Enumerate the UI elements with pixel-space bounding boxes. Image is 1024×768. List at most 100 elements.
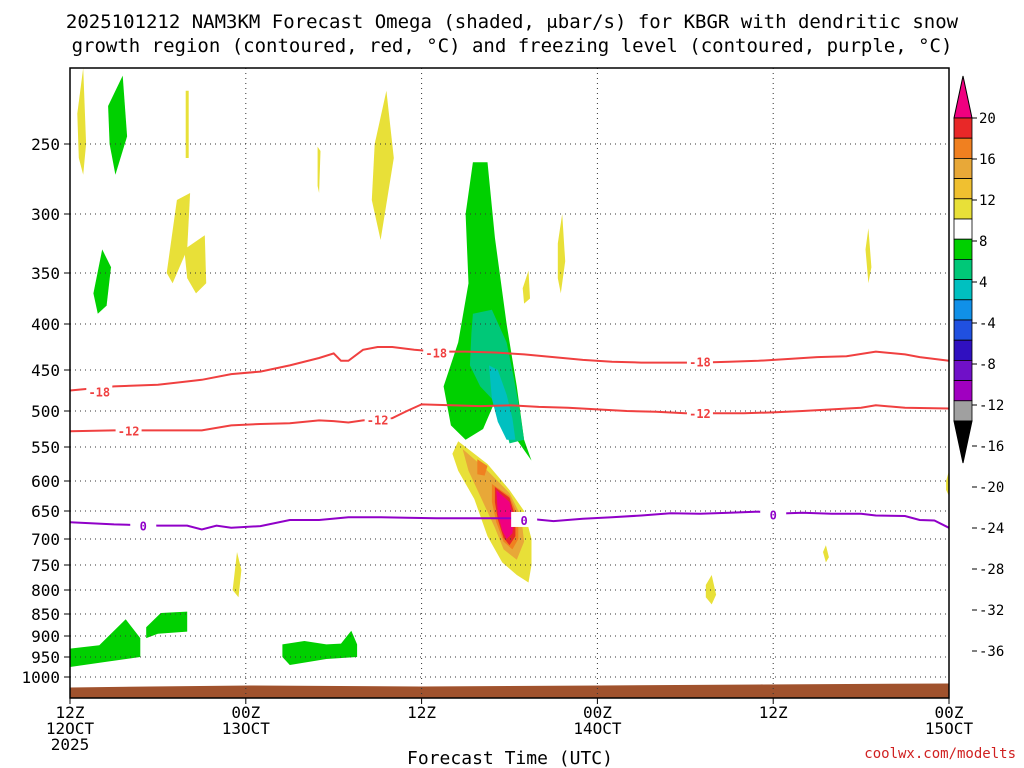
x-tick-label: 00Z	[935, 703, 964, 722]
omega-region-11	[93, 249, 111, 314]
contour-label-bg	[686, 353, 713, 369]
colorbar-label: -8	[979, 357, 996, 373]
colorbar-box	[953, 198, 973, 220]
colorbar-label: 20	[979, 111, 996, 127]
omega-region-23	[557, 214, 566, 294]
colorbar-box	[953, 117, 973, 139]
colorbar-label: 8	[979, 234, 987, 250]
omega-region-26	[823, 545, 829, 563]
colorbar-label: -16	[979, 439, 1004, 455]
colorbar-label: -28	[979, 562, 1004, 578]
colorbar-box	[953, 359, 973, 381]
colorbar-box	[953, 178, 973, 200]
colorbar-box	[953, 157, 973, 179]
x-tick-label: 14OCT	[573, 719, 622, 738]
y-tick-label: 550	[31, 438, 60, 457]
contour-label-bg	[115, 422, 142, 438]
y-tick-label: 800	[31, 581, 60, 600]
colorbar: 20 16 12 8 4 -4 -8 -12 -16 -20 -24 -28 -32 -36	[953, 75, 1004, 660]
y-tick-label: 450	[31, 361, 60, 380]
colorbar-label: 12	[979, 193, 996, 209]
colorbar-label: -32	[979, 603, 1004, 619]
x-tick-label: 12OCT	[46, 719, 95, 738]
y-tick-label: 350	[31, 264, 60, 283]
contour-label: -12	[367, 414, 389, 428]
contour-label: -12	[118, 424, 140, 438]
omega-region-27	[865, 228, 872, 284]
contour-label-bg	[760, 506, 787, 522]
omega-region-21	[371, 90, 394, 240]
colorbar-label: -20	[979, 480, 1004, 496]
x-tick-label: 15OCT	[925, 719, 974, 738]
colorbar-box	[953, 258, 973, 280]
omega-region-17	[166, 193, 191, 284]
x-tick-label: 12Z	[407, 703, 436, 722]
omega-region-19	[185, 90, 189, 158]
contour-label-bg	[86, 383, 113, 399]
x-axis-label: Forecast Time (UTC)	[407, 748, 613, 768]
omega-region-10	[108, 75, 128, 175]
chart-title: 2025101212 NAM3KM Forecast Omega (shaded…	[66, 11, 959, 33]
colorbar-bottom-triangle	[953, 420, 973, 464]
contour-label-bg	[364, 411, 391, 427]
colorbar-label: -24	[979, 521, 1004, 537]
contour-label: -18	[88, 385, 110, 399]
y-tick-label: 500	[31, 402, 60, 421]
contour-label: 0	[140, 520, 147, 534]
x-tick-label: 00Z	[583, 703, 612, 722]
watermark: coolwx.com/modelts	[864, 746, 1016, 762]
colorbar-label: -12	[979, 398, 1004, 414]
terrain-fill	[70, 683, 949, 698]
y-tick-label: 750	[31, 556, 60, 575]
x-tick-label: 2025	[51, 735, 90, 754]
colorbar-box	[953, 380, 973, 402]
y-tick-label: 300	[31, 205, 60, 224]
contour-label-bg	[130, 517, 157, 533]
terrain-layer	[70, 683, 949, 698]
contour-line-2	[69, 510, 950, 531]
contour-label-bg	[686, 405, 713, 421]
omega-region-20	[317, 146, 321, 193]
colorbar-top-triangle	[953, 75, 973, 119]
y-tick-label: 1000	[21, 668, 60, 687]
y-tick-label: 600	[31, 472, 60, 491]
contour-label-bg	[511, 511, 538, 527]
chart-subtitle: growth region (contoured, red, °C) and f…	[72, 35, 953, 57]
colorbar-box	[953, 279, 973, 301]
omega-region-15	[282, 630, 358, 665]
contour-layer: -18 -18 -18 -12 -12 -12 0 0 0	[69, 344, 950, 534]
contour-label-bg	[423, 344, 450, 360]
colorbar-label: -36	[979, 644, 1004, 660]
omega-region-13	[70, 619, 141, 667]
omega-region-16	[77, 68, 87, 175]
colorbar-box	[953, 238, 973, 260]
y-tick-label: 900	[31, 627, 60, 646]
omega-region-18	[184, 235, 207, 294]
contour-label: -18	[689, 356, 711, 370]
x-tick-label: 12Z	[759, 703, 788, 722]
y-tick-label: 700	[31, 530, 60, 549]
contour-label: 0	[770, 508, 777, 522]
x-tick-label: 12Z	[56, 703, 85, 722]
y-tick-label: 950	[31, 648, 60, 667]
shaded-omega-layer	[70, 68, 949, 667]
y-tick-label: 850	[31, 605, 60, 624]
colorbar-box	[953, 400, 973, 422]
omega-region-3	[489, 365, 516, 440]
y-axis-ticks: 250 300 350 400 450 500 550 600 650 700 750 800 850 9…	[21, 135, 70, 687]
colorbar-label: 4	[979, 275, 987, 291]
colorbar-label: 16	[979, 152, 996, 168]
colorbar-box	[953, 218, 973, 240]
omega-region-22	[522, 270, 530, 304]
y-tick-label: 400	[31, 315, 60, 334]
contour-line-0	[69, 346, 950, 392]
contour-label: -18	[425, 347, 447, 361]
y-tick-label: 250	[31, 135, 60, 154]
y-tick-label: 650	[31, 502, 60, 521]
plot-frame	[69, 67, 950, 699]
colorbar-box	[953, 137, 973, 159]
colorbar-box	[953, 299, 973, 321]
x-tick-label: 13OCT	[222, 719, 271, 738]
